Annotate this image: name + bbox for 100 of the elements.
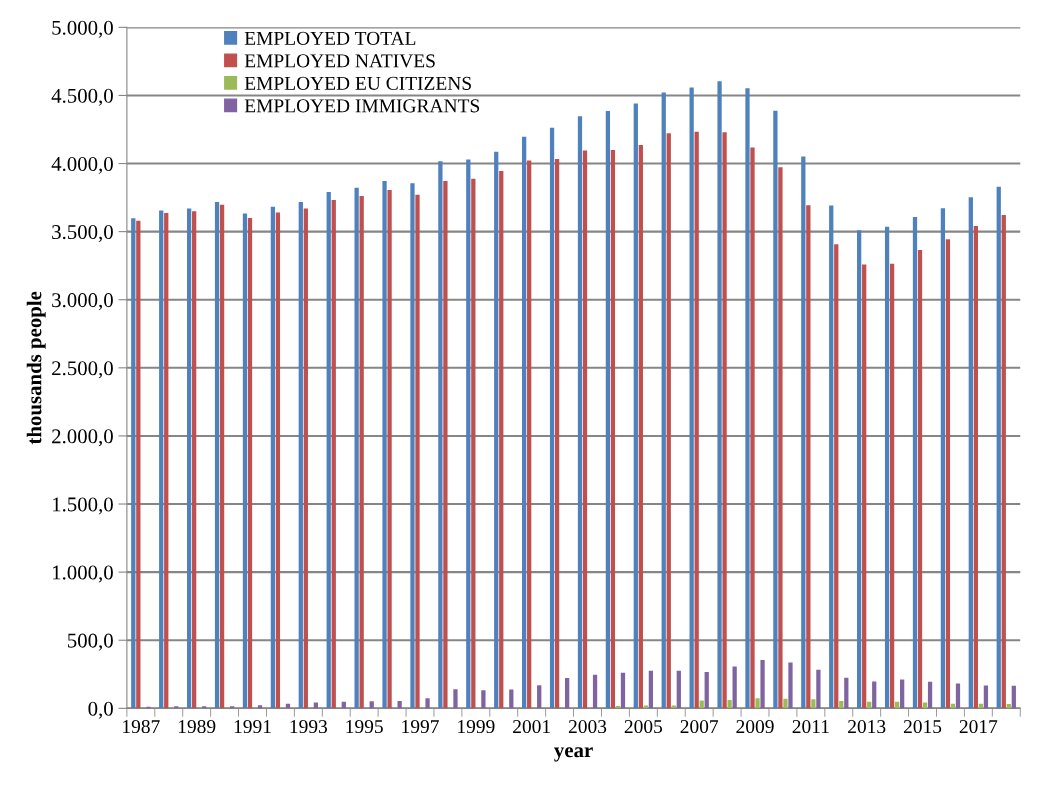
bar — [359, 196, 364, 709]
bar — [661, 92, 666, 709]
bar — [973, 225, 978, 709]
bar — [694, 131, 699, 709]
x-axis-title: year — [554, 747, 593, 762]
bar — [783, 698, 788, 709]
bar — [638, 145, 643, 709]
y-tick-label: 5.000,0 — [52, 20, 113, 38]
bar — [955, 683, 961, 709]
x-tick-label: 2017 — [959, 720, 998, 734]
y-tick-label: 4.000,0 — [51, 156, 113, 174]
bar — [577, 116, 583, 709]
bar — [537, 685, 542, 709]
bar — [382, 180, 387, 709]
bar — [732, 666, 737, 709]
x-tick-label: 1997 — [402, 720, 439, 734]
bar — [773, 110, 778, 709]
bar — [438, 161, 443, 709]
bar — [257, 705, 263, 709]
bar — [471, 178, 476, 709]
bar — [968, 197, 973, 709]
x-tick-label: 2013 — [848, 720, 886, 734]
bar — [605, 110, 611, 709]
bar — [704, 672, 709, 709]
bar — [884, 226, 890, 709]
x-tick-label: 1999 — [458, 720, 495, 734]
bar — [219, 204, 225, 709]
bar — [760, 659, 765, 709]
bar — [592, 674, 598, 709]
bar — [187, 208, 192, 709]
bar — [778, 167, 783, 709]
bar — [242, 213, 248, 709]
bar — [387, 189, 392, 709]
bar — [369, 701, 374, 709]
bar — [481, 690, 486, 709]
bar — [676, 670, 681, 709]
bar — [214, 202, 220, 709]
bar — [755, 698, 760, 709]
y-tick-label: 1.500,0 — [53, 497, 113, 515]
bar — [549, 127, 555, 709]
bar — [912, 216, 918, 709]
bar — [801, 156, 806, 709]
bar — [889, 263, 895, 709]
bar — [1011, 685, 1016, 709]
y-tick-label: 2.000,0 — [52, 429, 113, 447]
legend-label: EMPLOYED NATIVES — [244, 54, 435, 68]
bar — [788, 662, 793, 709]
y-tick-label: 0,0 — [88, 701, 113, 719]
bar — [565, 678, 570, 709]
bar — [900, 679, 905, 709]
x-tick-label: 2015 — [903, 720, 942, 734]
y-tick-label: 1.000,0 — [53, 565, 113, 583]
bar — [582, 150, 588, 709]
bar — [834, 244, 839, 709]
bar — [522, 136, 527, 709]
bar — [750, 147, 755, 709]
bar — [862, 264, 867, 709]
bar — [131, 218, 136, 709]
bar — [996, 186, 1001, 709]
bar — [397, 700, 402, 709]
bar — [689, 87, 694, 709]
x-tick-label: 2001 — [513, 720, 550, 734]
x-tick-label: 1989 — [178, 720, 216, 734]
legend-label: EMPLOYED EU CITIZENS — [244, 76, 471, 90]
y-tick-label: 4.500,0 — [51, 88, 113, 106]
bar — [844, 677, 849, 709]
legend-label: EMPLOYED IMMIGRANTS — [244, 99, 480, 113]
bar — [745, 88, 750, 709]
x-tick-label: 2007 — [680, 720, 719, 734]
bar — [717, 81, 722, 709]
bar — [811, 699, 816, 709]
bar — [917, 249, 923, 709]
bar — [527, 160, 532, 709]
x-tick-label: 2009 — [736, 720, 774, 734]
bar — [443, 180, 448, 709]
bar — [159, 210, 164, 709]
bar — [499, 171, 504, 709]
bar — [666, 133, 671, 709]
x-tick-label: 1993 — [290, 720, 328, 734]
bar — [940, 208, 946, 709]
bar — [727, 699, 732, 709]
y-tick-label: 3.000,0 — [52, 293, 113, 311]
bar — [983, 685, 989, 709]
bar — [298, 202, 303, 709]
bar — [410, 183, 415, 709]
bar — [633, 103, 638, 709]
bar — [1001, 214, 1006, 709]
bar — [270, 206, 276, 709]
bar — [303, 208, 308, 709]
bar — [354, 187, 359, 709]
bar — [247, 217, 253, 709]
bar — [136, 220, 141, 709]
y-tick-label: 3.500,0 — [52, 225, 113, 243]
bar — [509, 689, 514, 709]
x-tick-label: 2005 — [624, 720, 663, 734]
y-tick-label: 500,0 — [68, 633, 113, 651]
bar — [872, 681, 877, 709]
bar — [829, 205, 834, 709]
bar — [839, 700, 844, 709]
bar — [927, 681, 933, 709]
